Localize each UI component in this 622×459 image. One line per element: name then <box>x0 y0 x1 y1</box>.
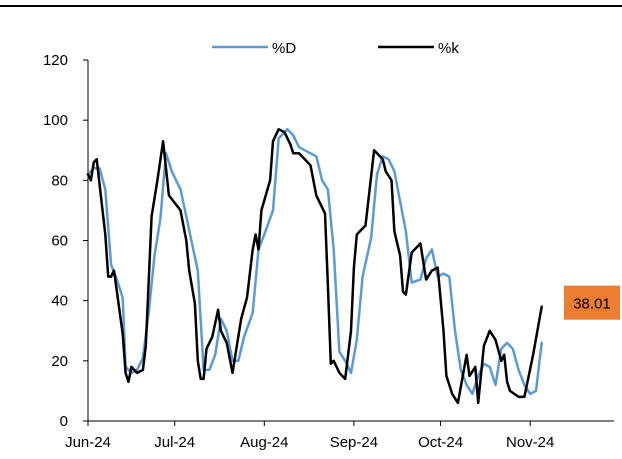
x-tick-label: Sep-24 <box>330 434 378 451</box>
x-tick-label: Nov-24 <box>506 434 554 451</box>
y-tick-label: 120 <box>43 52 68 69</box>
series-lines <box>86 127 543 405</box>
x-tick-label: Oct-24 <box>418 434 463 451</box>
legend: %D %k <box>212 40 459 57</box>
y-tick-label: 20 <box>51 353 68 370</box>
y-tick-label: 80 <box>51 172 68 189</box>
y-tick-label: 60 <box>51 233 68 250</box>
annotation-box <box>564 285 620 320</box>
series-line-k <box>86 127 543 405</box>
legend-label: %k <box>438 40 459 57</box>
last-value-annotation: 38.01 <box>564 285 620 320</box>
series-line-d <box>86 127 543 396</box>
x-tick-label: Aug-24 <box>240 434 288 451</box>
x-tick-label: Jun-24 <box>65 434 111 451</box>
axes: 0 20 40 60 80 100 120 Jun-24 Jul-24 Aug-24 Sep-24 O… <box>43 52 614 451</box>
top-border-line <box>0 5 622 7</box>
x-tick-label: Jul-24 <box>154 434 195 451</box>
y-tick-label: 40 <box>51 293 68 310</box>
annotation-label: 38.01 <box>573 296 611 313</box>
y-tick-label: 100 <box>43 112 68 129</box>
y-tick-label: 0 <box>60 413 68 430</box>
legend-label: %D <box>272 40 296 57</box>
